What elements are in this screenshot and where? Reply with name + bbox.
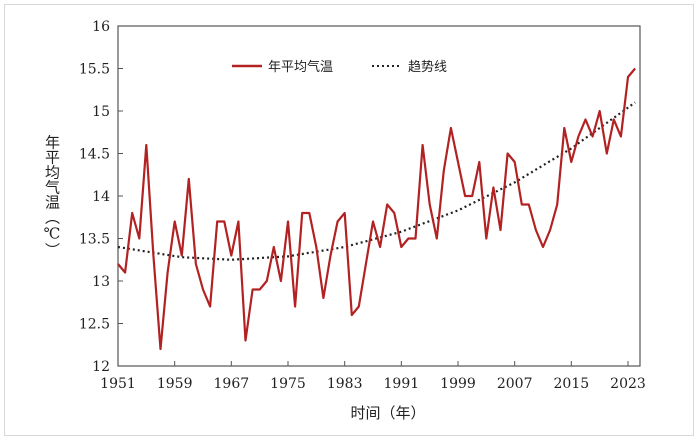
y-tick-label: 15.5 [79, 62, 110, 78]
y-tick-label: 15 [92, 104, 110, 120]
y-tick-label: 13.5 [79, 232, 110, 248]
x-tick-label: 1983 [327, 376, 363, 392]
y-tick-label: 12.5 [79, 317, 110, 333]
y-tick-label: 13 [92, 274, 110, 290]
x-tick-label: 1951 [100, 376, 136, 392]
x-axis-label: 时间（年） [350, 404, 425, 422]
x-tick-label: 1967 [214, 376, 250, 392]
trend-line [117, 101, 636, 261]
x-tick-label: 1999 [440, 376, 476, 392]
legend-label-temperature: 年平均气温 [268, 59, 333, 75]
x-tick-label: 1959 [157, 376, 193, 392]
y-axis-label: 年平均气温（℃） [43, 135, 61, 258]
x-tick-label: 2007 [497, 376, 533, 392]
y-tick-label: 14.5 [79, 147, 110, 163]
y-tick-label: 12 [92, 359, 110, 375]
temperature-line [117, 67, 636, 351]
legend: 年平均气温 趋势线 [232, 59, 447, 75]
x-tick-label: 1991 [384, 376, 420, 392]
y-tick-label: 16 [92, 19, 110, 35]
x-tick-label: 1975 [270, 376, 306, 392]
x-tick-label: 2015 [554, 376, 590, 392]
chart-frame [4, 4, 694, 436]
plot-border [117, 25, 641, 367]
legend-label-trend: 趋势线 [408, 59, 447, 75]
x-tick-label: 2023 [610, 376, 646, 392]
y-tick-label: 14 [92, 189, 110, 205]
